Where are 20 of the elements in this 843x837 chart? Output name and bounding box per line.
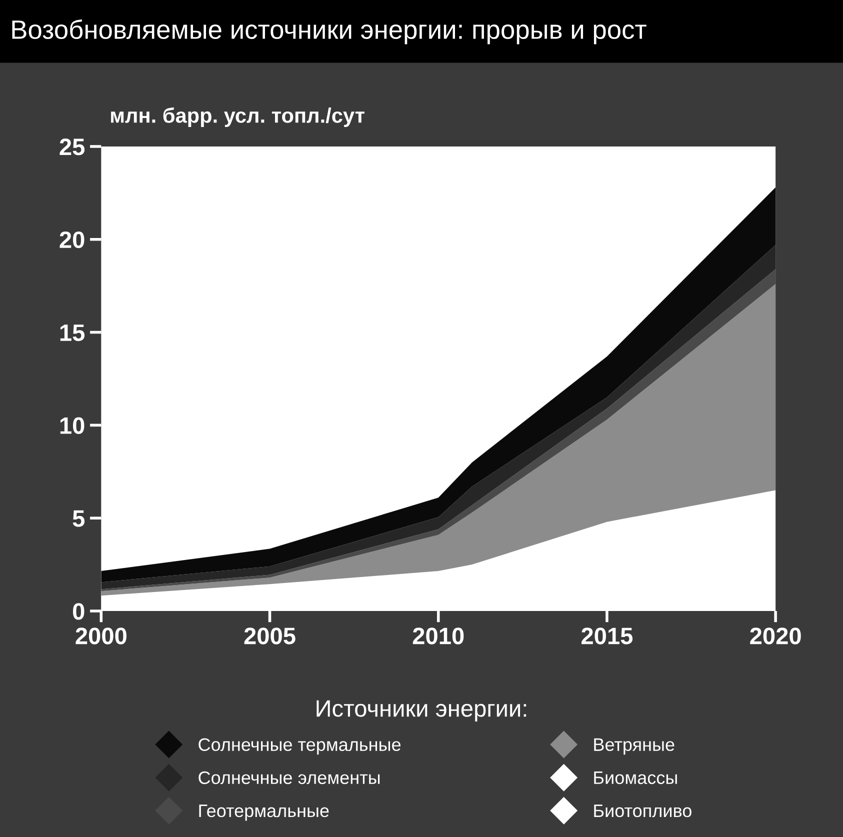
- legend-title: Источники энергии:: [316, 700, 526, 722]
- x-tick-label: 2015: [582, 628, 633, 644]
- x-tick-label: 2000: [76, 628, 126, 644]
- legend-label: Биомассы: [594, 772, 677, 784]
- x-tick-label: 2010: [412, 628, 464, 644]
- legend-label: Геотермальные: [199, 804, 329, 821]
- legend-label: Солнечные термальные: [198, 738, 401, 755]
- legend-label: Солнечные элементы: [198, 771, 380, 784]
- legend-label: Биотопливо: [594, 804, 692, 818]
- y-tick-label: 10: [60, 417, 84, 434]
- legend-label: Ветряные: [594, 738, 674, 755]
- chart-title: Возобновляемые источники энергии: прорыв и рост: [12, 19, 646, 44]
- y-tick-label: 5: [72, 510, 85, 527]
- x-tick-label: 2005: [244, 628, 296, 644]
- y-axis-title: млн. барр. усл. топл./сут: [111, 107, 364, 127]
- y-tick-label: 20: [60, 231, 84, 248]
- y-tick-label: 15: [60, 324, 85, 342]
- x-tick-label: 2020: [750, 628, 801, 644]
- y-tick-label: 0: [72, 603, 84, 620]
- y-tick-label: 25: [60, 138, 85, 156]
